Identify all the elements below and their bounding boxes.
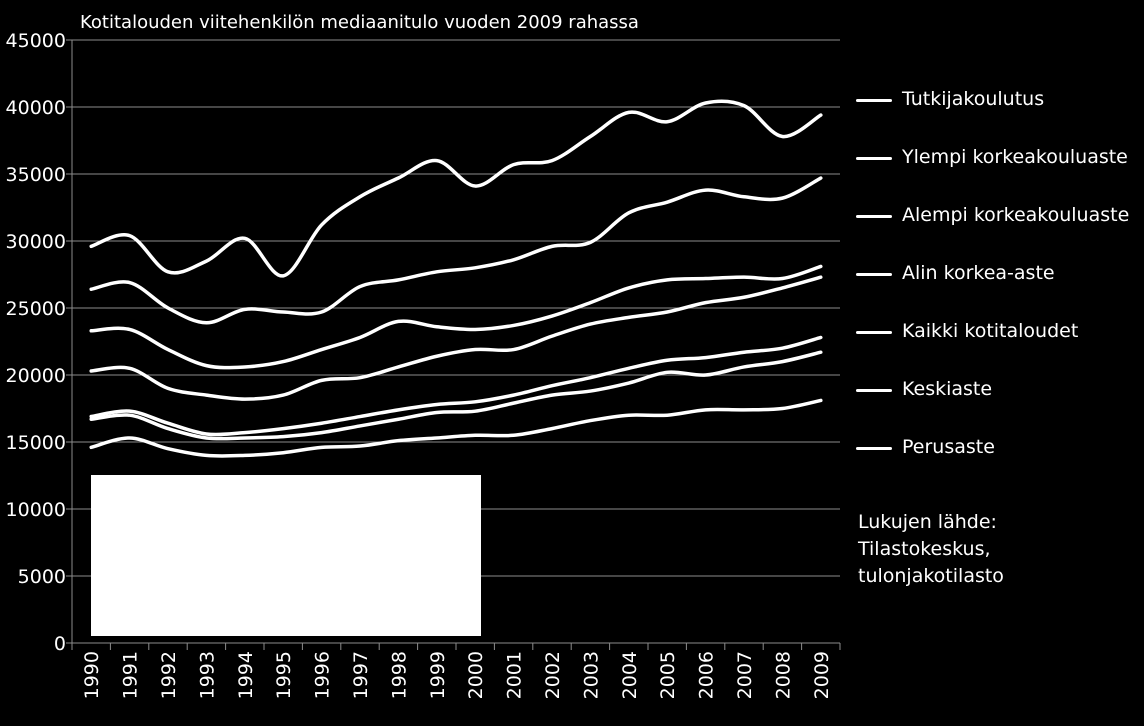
x-tick-label: 1997 (350, 651, 372, 699)
legend-item: Alin korkea-aste (856, 262, 1141, 320)
legend-label: Alin korkea-aste (902, 262, 1055, 284)
legend-swatch (856, 215, 892, 218)
legend-label: Ylempi korkeakouluaste (902, 146, 1128, 168)
x-tick-label: 2008 (772, 651, 794, 699)
legend-swatch (856, 157, 892, 160)
legend-item: Perusaste (856, 436, 1141, 494)
x-tick-label: 1992 (158, 651, 180, 699)
y-tick-label: 45000 (6, 30, 66, 52)
x-tick-label: 1999 (427, 651, 449, 699)
y-tick-label: 10000 (6, 499, 66, 521)
y-tick-label: 0 (54, 633, 66, 655)
y-tick-label: 5000 (18, 566, 66, 588)
y-tick-label: 25000 (6, 298, 66, 320)
series-line (89, 275, 823, 401)
occluding-box (91, 475, 481, 636)
source-line: tulonjakotilasto (858, 565, 1004, 587)
x-tick-label: 2002 (542, 651, 564, 699)
x-tick-label: 2007 (734, 651, 756, 699)
legend-item: Tutkijakoulutus (856, 88, 1141, 146)
series-line (89, 99, 823, 278)
y-tick-label: 40000 (6, 97, 66, 119)
series-line (89, 335, 823, 437)
x-tick-label: 1996 (312, 651, 334, 699)
legend-item: Keskiaste (856, 378, 1141, 436)
legend-swatch (856, 273, 892, 276)
x-tick-label: 1995 (273, 651, 295, 699)
legend-label: Kaikki kotitaloudet (902, 320, 1079, 342)
legend-label: Keskiaste (902, 378, 993, 400)
source-line: Tilastokeskus, (858, 538, 991, 560)
y-tick-label: 30000 (6, 231, 66, 253)
legend-item: Alempi korkeakouluaste (856, 204, 1141, 262)
y-tick-label: 35000 (6, 164, 66, 186)
series-line (89, 264, 823, 370)
legend-swatch (856, 331, 892, 334)
legend-item: Ylempi korkeakouluaste (856, 146, 1141, 204)
source-line: Lukujen lähde: (858, 511, 997, 533)
legend-swatch (856, 447, 892, 450)
x-tick-label: 2009 (811, 651, 833, 699)
x-tick-label: 2005 (657, 651, 679, 699)
y-tick-label: 15000 (6, 432, 66, 454)
series-line (89, 398, 823, 458)
legend-swatch (856, 99, 892, 102)
series-line (89, 176, 823, 325)
x-tick-label: 1998 (388, 651, 410, 699)
x-tick-label: 2000 (465, 651, 487, 699)
legend-item: Kaikki kotitaloudet (856, 320, 1141, 378)
legend: Tutkijakoulutus Ylempi korkeakouluaste A… (856, 88, 1141, 494)
y-tick-label: 20000 (6, 365, 66, 387)
source-note: Lukujen lähde: Tilastokeskus, tulonjakot… (858, 509, 1004, 590)
x-tick-label: 2006 (696, 651, 718, 699)
series-line (89, 350, 823, 441)
x-tick-label: 2001 (504, 651, 526, 699)
chart-title: Kotitalouden viitehenkilön mediaanitulo … (80, 12, 639, 33)
x-tick-label: 1994 (235, 651, 257, 699)
x-tick-label: 2003 (580, 651, 602, 699)
legend-label: Perusaste (902, 436, 995, 458)
x-tick-label: 2004 (619, 651, 641, 699)
x-tick-label: 1993 (196, 651, 218, 699)
legend-swatch (856, 389, 892, 392)
axes: 0 5000 10000 15000 20000 25000 30000 35000 40000… (6, 30, 841, 699)
series-lines (89, 99, 823, 458)
legend-label: Alempi korkeakouluaste (902, 204, 1130, 226)
x-tick-label: 1990 (81, 651, 103, 699)
x-tick-label: 1991 (120, 651, 142, 699)
legend-label: Tutkijakoulutus (902, 88, 1045, 110)
